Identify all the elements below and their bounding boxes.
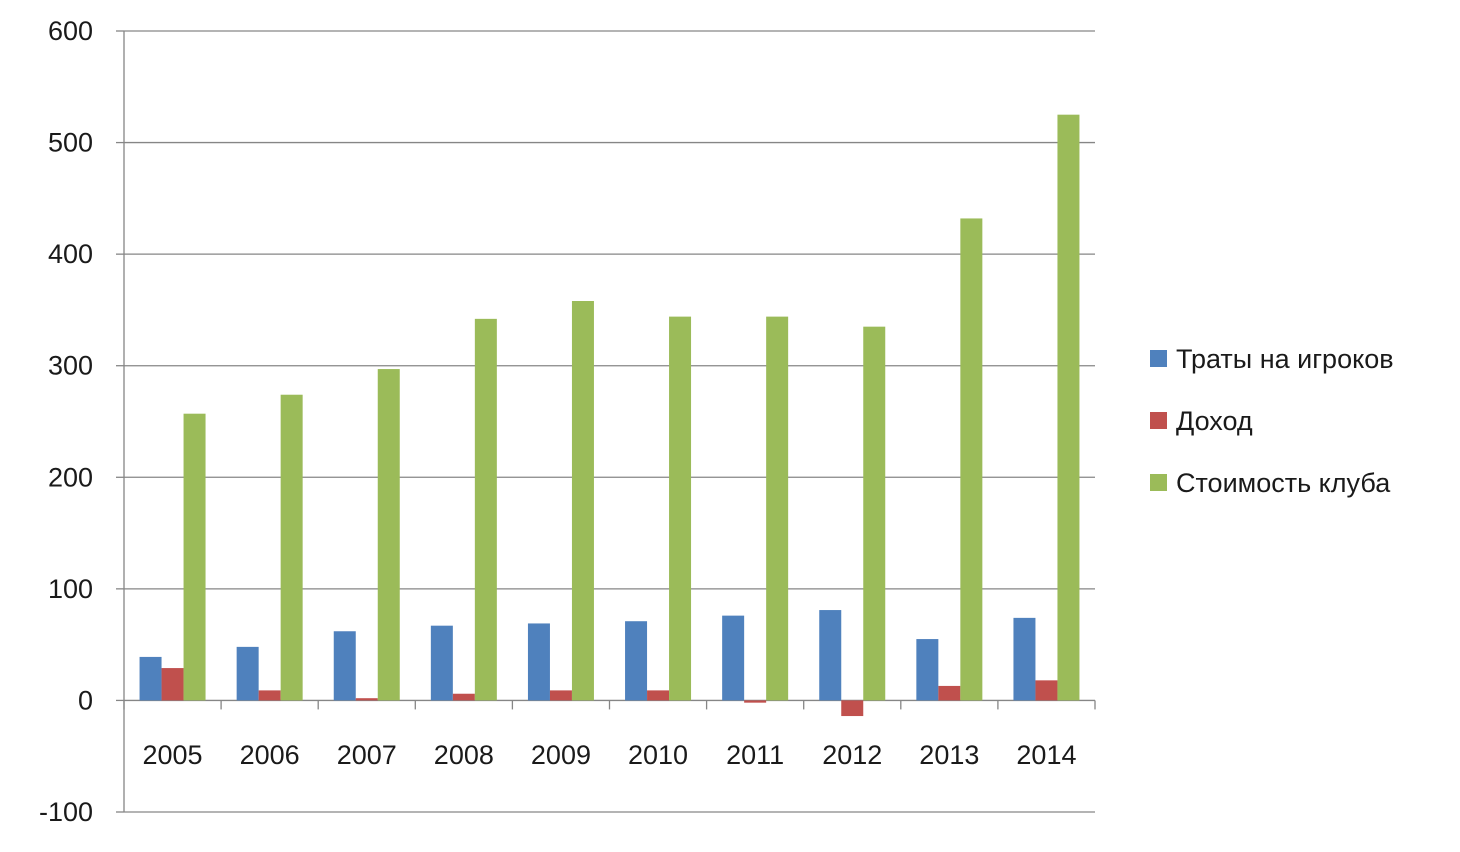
- bar-2008-series-1: [430, 625, 453, 701]
- x-tick-label: 2013: [919, 740, 979, 770]
- y-tick-label: 400: [48, 239, 93, 269]
- bar-2006-series-2: [258, 690, 281, 701]
- bar-2005-series-3: [183, 413, 206, 701]
- legend: Траты на игроков Доход Стоимость клуба: [1150, 344, 1394, 498]
- y-tick-label: -100: [39, 797, 93, 827]
- bar-2012-series-3: [863, 326, 886, 701]
- bar-2007-series-2: [355, 698, 378, 701]
- bar-2008-series-3: [474, 318, 497, 701]
- legend-swatch: [1150, 350, 1167, 367]
- bar-2009-series-3: [571, 301, 594, 701]
- y-tick-label: 600: [48, 16, 93, 46]
- legend-label: Доход: [1176, 406, 1253, 436]
- x-tick-label: 2008: [434, 740, 494, 770]
- y-tick-label: 500: [48, 128, 93, 158]
- bar-2014-series-1: [1013, 617, 1036, 701]
- bar-2010-series-3: [669, 316, 692, 701]
- legend-swatch: [1150, 412, 1167, 429]
- bar-2013-series-1: [916, 639, 939, 701]
- bar-2005-series-1: [139, 656, 162, 701]
- bar-2013-series-2: [938, 685, 961, 701]
- x-tick-label: 2006: [240, 740, 300, 770]
- legend-label: Траты на игроков: [1176, 344, 1394, 374]
- x-tick-label: 2005: [143, 740, 203, 770]
- bar-2013-series-3: [960, 218, 983, 701]
- bar-2007-series-1: [333, 631, 356, 701]
- bar-2011-series-3: [766, 316, 789, 701]
- x-tick-labels: 2005 2006 2007 2008 2009 2010 2011 2012 2013 2014: [143, 740, 1077, 770]
- legend-swatch: [1150, 474, 1167, 491]
- bar-2011-series-2: [744, 700, 767, 703]
- y-tick-labels: -100 0 100 200 300 400 500 600: [39, 16, 93, 827]
- x-tick-label: 2009: [531, 740, 591, 770]
- bar-2010-series-2: [647, 690, 670, 701]
- y-tick-label: 200: [48, 462, 93, 492]
- x-tick-label: 2011: [726, 740, 784, 770]
- bar-2005-series-2: [161, 668, 184, 701]
- bars: [139, 114, 1080, 717]
- bar-2012-series-2: [841, 700, 864, 717]
- bar-2014-series-3: [1057, 114, 1080, 701]
- bar-2009-series-2: [549, 690, 572, 701]
- bar-2008-series-2: [452, 693, 475, 701]
- bar-2009-series-1: [527, 623, 550, 701]
- x-tick-label: 2012: [822, 740, 882, 770]
- x-tick-label: 2007: [337, 740, 397, 770]
- bar-2007-series-3: [377, 369, 400, 701]
- bar-2012-series-1: [819, 610, 842, 701]
- bar-2006-series-3: [280, 394, 303, 701]
- bar-2011-series-1: [722, 615, 745, 701]
- bar-2014-series-2: [1035, 680, 1058, 701]
- bar-2006-series-1: [236, 646, 259, 701]
- y-tick-label: 100: [48, 574, 93, 604]
- bar-2010-series-1: [625, 621, 648, 701]
- legend-label: Стоимость клуба: [1176, 468, 1391, 498]
- y-tick-label: 0: [78, 685, 93, 715]
- x-tick-label: 2010: [628, 740, 688, 770]
- x-tick-label: 2014: [1016, 740, 1076, 770]
- y-tick-label: 300: [48, 351, 93, 381]
